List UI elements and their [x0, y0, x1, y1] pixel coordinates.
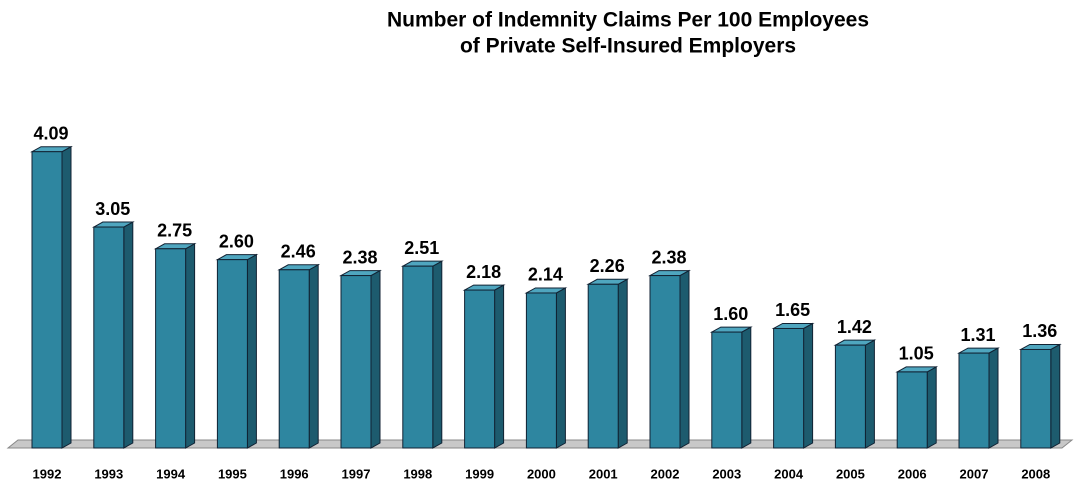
x-tick-label: 1998: [403, 466, 432, 481]
bar-front: [834, 344, 866, 449]
bar: [1018, 343, 1062, 449]
x-tick-label: 2003: [712, 466, 741, 481]
bar-side: [617, 278, 628, 449]
bar-side: [679, 269, 690, 449]
bar: [957, 347, 1000, 449]
bar: [833, 339, 877, 449]
data-label: 2.46: [281, 242, 316, 262]
x-tick-label: 1992: [33, 466, 62, 481]
bar: [709, 326, 753, 449]
bar: [895, 366, 939, 449]
x-tick-label: 2008: [1021, 466, 1050, 481]
bar-front: [93, 226, 125, 449]
bar: [153, 242, 197, 449]
bar-side: [185, 242, 196, 449]
bar-side: [494, 284, 505, 449]
x-tick-label: 2001: [589, 466, 618, 481]
x-tick-label: 2002: [651, 466, 680, 481]
bar-front: [711, 331, 743, 449]
x-tick-label: 1999: [465, 466, 494, 481]
bar: [462, 284, 506, 449]
bar-side: [370, 269, 381, 449]
bar-side: [246, 253, 257, 449]
data-label: 2.38: [342, 247, 377, 267]
bar-front: [402, 265, 434, 449]
bar-front: [649, 275, 681, 449]
bar: [648, 269, 691, 449]
x-tick-label: 1997: [342, 466, 371, 481]
data-label: 3.05: [95, 199, 130, 219]
bar-front: [464, 289, 496, 449]
bar: [91, 221, 135, 449]
bar-side: [308, 263, 319, 449]
x-tick-label: 1994: [156, 466, 186, 481]
chart-title: of Private Self-Insured Employers: [460, 35, 796, 58]
data-label: 2.18: [466, 262, 501, 282]
bar-front: [155, 248, 187, 449]
bar: [771, 322, 815, 449]
bar-side: [864, 339, 875, 449]
bar-front: [896, 371, 928, 449]
bar: [215, 253, 259, 449]
bar-side: [1050, 343, 1061, 449]
data-label: 1.31: [960, 325, 995, 345]
bar: [339, 269, 382, 449]
data-label: 2.51: [404, 238, 439, 258]
bar-front: [773, 327, 805, 449]
data-label: 1.05: [899, 344, 934, 364]
data-label: 2.38: [651, 247, 686, 267]
bar: [30, 145, 73, 449]
x-tick-label: 2006: [898, 466, 927, 481]
data-label: 2.75: [157, 221, 192, 241]
bar-front: [340, 275, 372, 449]
chart-title: Number of Indemnity Claims Per 100 Emplo…: [387, 9, 869, 32]
x-tick-label: 1993: [94, 466, 123, 481]
bar-side: [803, 322, 814, 449]
bar-side: [61, 145, 72, 449]
x-tick-label: 2004: [774, 466, 804, 481]
bar: [277, 263, 321, 449]
x-tick-label: 1996: [280, 466, 309, 481]
bar-front: [278, 269, 310, 449]
x-tick-label: 1995: [218, 466, 247, 481]
data-label: 1.65: [775, 300, 810, 320]
data-label: 1.36: [1022, 321, 1057, 341]
data-label: 2.14: [528, 265, 563, 285]
data-label: 4.09: [33, 123, 68, 143]
data-label: 2.60: [219, 231, 254, 251]
bar-side: [926, 366, 937, 449]
bar-front: [525, 292, 557, 449]
data-label: 1.42: [837, 317, 872, 337]
bar-side: [741, 326, 752, 449]
data-label: 2.26: [590, 256, 625, 276]
bar-front: [31, 151, 63, 449]
x-tick-label: 2005: [836, 466, 865, 481]
bar: [524, 287, 568, 449]
bar-side: [555, 287, 566, 449]
x-tick-label: 2007: [960, 466, 989, 481]
bar: [400, 260, 444, 449]
bar: [586, 278, 630, 449]
bar-side: [432, 260, 443, 449]
bar-front: [1020, 348, 1052, 449]
x-tick-label: 2000: [527, 466, 556, 481]
bar-front: [958, 352, 990, 449]
bar-front: [587, 283, 619, 449]
bar-side: [988, 347, 999, 449]
bar-front: [216, 259, 248, 449]
bar-side: [123, 221, 134, 449]
data-label: 1.60: [713, 304, 748, 324]
